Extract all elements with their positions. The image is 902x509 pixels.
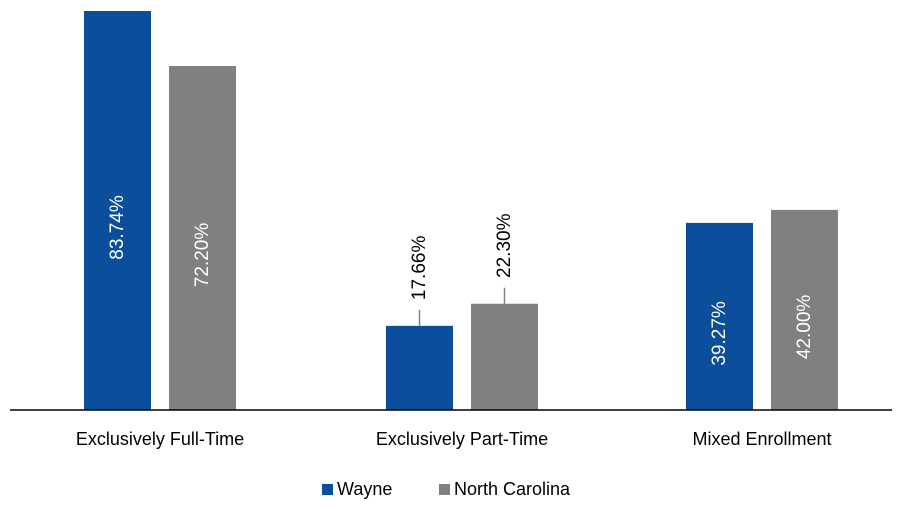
bar-north-carolina-mixed-enrollment (771, 209, 838, 410)
data-labels-group: 83.74% 17.66% 39.27% 72.20% 22.30% 42.00% (107, 195, 815, 365)
bar-north-carolina-exclusively-full-time (169, 65, 236, 410)
legend: Wayne North Carolina (322, 479, 571, 499)
legend-label-wayne: Wayne (337, 479, 392, 499)
data-label-north-carolina-exclusively-full-time: 72.20% (192, 223, 213, 288)
x-tick-label-exclusively-full-time: Exclusively Full-Time (76, 429, 244, 449)
bars-group (84, 11, 838, 410)
legend-swatch-north-carolina (439, 484, 450, 495)
data-label-north-carolina-mixed-enrollment: 42.00% (794, 295, 815, 360)
data-label-wayne-exclusively-part-time: 17.66% (409, 236, 430, 301)
bar-north-carolina-exclusively-part-time (471, 303, 538, 410)
x-tick-label-exclusively-part-time: Exclusively Part-Time (376, 429, 548, 449)
data-label-north-carolina-exclusively-part-time: 22.30% (494, 213, 515, 278)
x-tick-labels-group: Exclusively Full-Time Exclusively Part-Ti… (76, 429, 832, 449)
legend-swatch-wayne (322, 484, 333, 495)
bar-wayne-exclusively-full-time (84, 11, 151, 410)
bar-wayne-mixed-enrollment (686, 222, 753, 410)
x-tick-label-mixed-enrollment: Mixed Enrollment (692, 429, 831, 449)
data-label-wayne-exclusively-full-time: 83.74% (107, 195, 128, 260)
leader-lines-group (418, 287, 506, 326)
bar-wayne-exclusively-part-time (386, 325, 453, 410)
legend-label-north-carolina: North Carolina (454, 479, 571, 499)
data-label-wayne-mixed-enrollment: 39.27% (709, 301, 730, 366)
